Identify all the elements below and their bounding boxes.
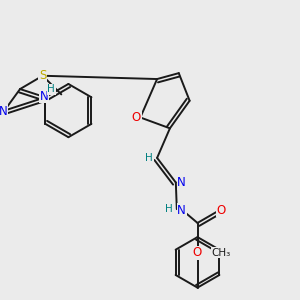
- Text: N: N: [177, 176, 186, 189]
- Text: H: H: [145, 153, 153, 163]
- Text: N: N: [40, 90, 49, 103]
- Text: O: O: [132, 111, 141, 124]
- Text: N: N: [0, 105, 8, 118]
- Text: CH₃: CH₃: [211, 248, 231, 258]
- Text: H: H: [165, 204, 173, 214]
- Text: O: O: [192, 246, 201, 259]
- Text: H: H: [47, 84, 55, 94]
- Text: O: O: [217, 204, 226, 217]
- Text: S: S: [39, 69, 46, 82]
- Text: N: N: [177, 204, 186, 217]
